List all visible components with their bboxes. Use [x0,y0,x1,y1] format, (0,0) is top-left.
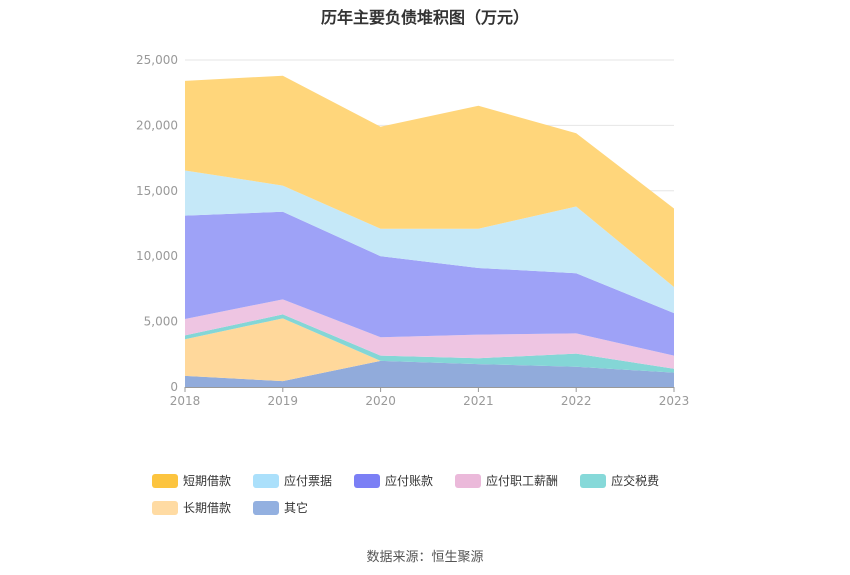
chart-title: 历年主要负债堆积图（万元） [320,8,529,27]
legend-label: 应付票据 [284,474,333,488]
area-series-短期借款 [185,75,674,287]
legend-item[interactable]: 应付账款 [354,472,433,489]
x-tick-label: 2020 [365,394,396,408]
area-series-应付职工薪酬 [185,299,674,369]
legend-label: 长期借款 [183,501,232,515]
legend-label: 应付账款 [385,474,434,488]
legend-swatch [455,473,482,488]
legend-swatch [354,473,381,488]
x-tick-label: 2023 [659,394,690,408]
legend-item[interactable]: 其它 [253,499,308,516]
data-source-note: 数据来源：恒生聚源 [366,550,484,565]
area-series-应交税费 [185,314,674,373]
legend-swatch [253,473,280,488]
area-series-应付票据 [185,170,674,314]
legend-item[interactable]: 长期借款 [152,499,231,516]
x-tick-label: 2021 [463,394,494,408]
y-tick-label: 25,000 [136,53,178,67]
legend-item[interactable]: 应付票据 [253,472,332,489]
area-series-应付账款 [185,211,674,356]
y-tick-label: 20,000 [136,118,178,132]
x-tick-labels: 2018 2019 2020 2021 2022 2023 [170,394,690,408]
legend-item[interactable]: 短期借款 [152,472,231,489]
legend-label: 短期借款 [183,474,232,488]
legend-item[interactable]: 应交税费 [580,472,659,489]
area-series-长期借款 [185,318,674,382]
legend-swatch [580,473,607,488]
y-tick-label: 0 [170,380,178,394]
y-tick-label: 5,000 [144,315,178,329]
area-series [185,75,674,387]
x-tick-label: 2018 [170,394,201,408]
x-axis [184,387,675,392]
area-series-其它 [185,360,674,387]
legend-item[interactable]: 应付职工薪酬 [455,472,558,489]
y-tick-labels: 0 5,000 10,000 15,000 20,000 25,000 [136,53,178,394]
legend-label: 应交税费 [611,474,660,488]
x-tick-label: 2019 [268,394,299,408]
y-tick-label: 15,000 [136,184,178,198]
y-tick-label: 10,000 [136,249,178,263]
legend-swatch [152,500,178,515]
legend-swatch [253,500,280,515]
legend-label: 其它 [284,501,309,515]
legend-swatch [152,473,178,488]
x-tick-label: 2022 [561,394,592,408]
legend: 短期借款 应付票据 应付账款 应付职工薪酬 应交税费长期借款 其它 [152,472,752,526]
legend-label: 应付职工薪酬 [486,474,559,488]
